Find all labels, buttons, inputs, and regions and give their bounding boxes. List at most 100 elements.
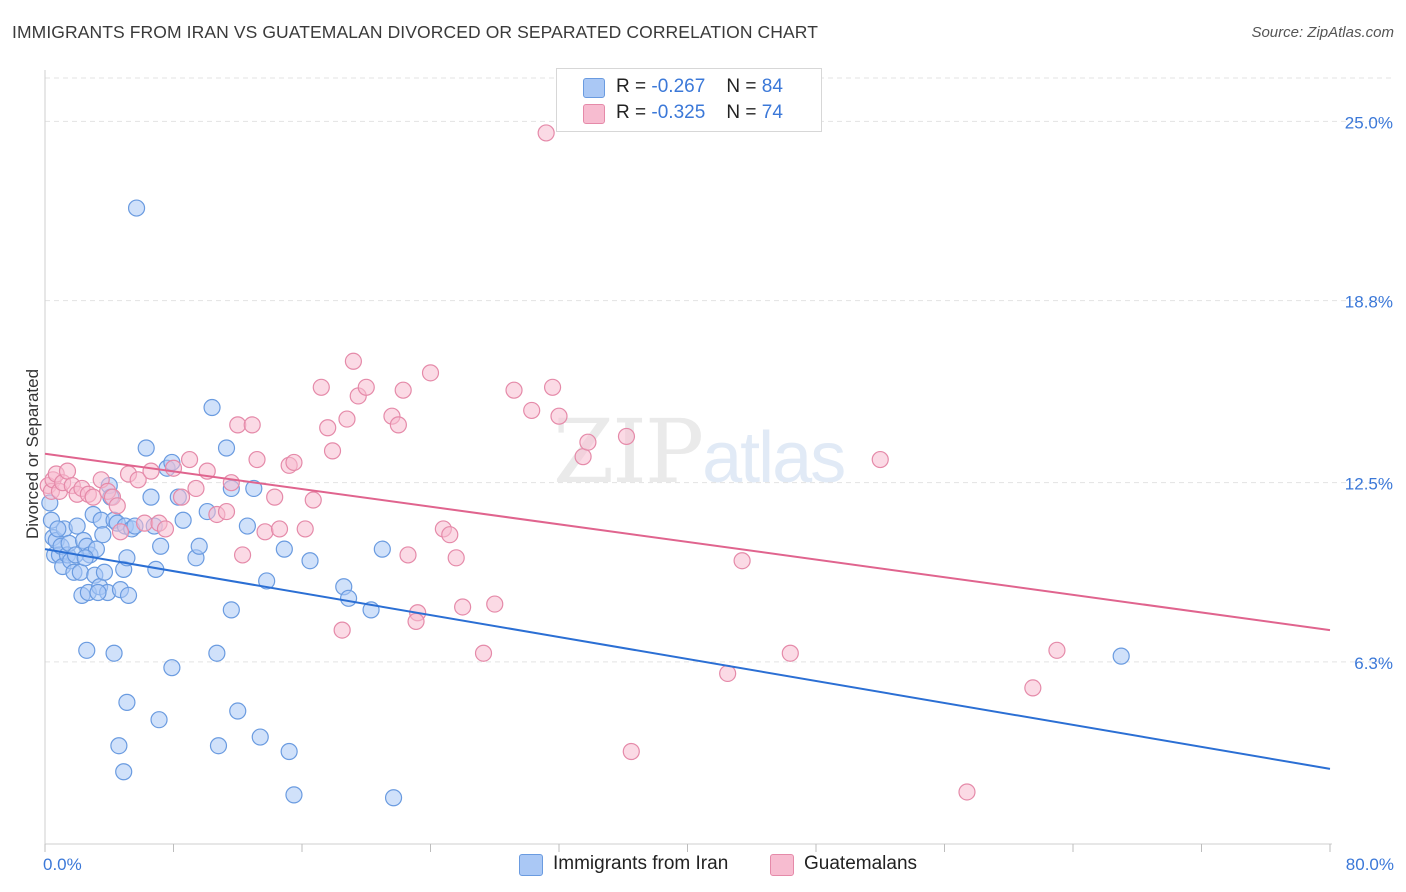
point-iran [163, 659, 181, 677]
point-iran [209, 737, 228, 755]
point-guatemalans [622, 742, 640, 761]
point-guatemalans [135, 514, 154, 532]
point-guatemalans [579, 433, 597, 451]
point-iran [258, 572, 276, 590]
point-iran [174, 511, 192, 529]
point-guatemalans [180, 450, 199, 469]
legend-n-label: N = [726, 102, 757, 123]
point-guatemalans [344, 352, 362, 370]
point-guatemalans [447, 549, 465, 567]
legend-r-label: R = [616, 76, 647, 97]
point-iran [222, 601, 240, 619]
watermark-atlas: atlas [702, 418, 846, 498]
legend-swatch-iran [583, 78, 605, 98]
point-iran [384, 789, 403, 807]
point-guatemalans [550, 407, 568, 425]
point-guatemalans [312, 378, 330, 396]
point-guatemalans [781, 644, 799, 662]
point-iran [203, 398, 221, 417]
point-guatemalans [486, 595, 504, 613]
bottom-legend-label-guatemalans: Guatemalans [804, 853, 918, 874]
legend-n-value-guatemalans: 74 [761, 102, 783, 123]
point-iran [150, 711, 168, 729]
point-iran [251, 728, 269, 746]
point-guatemalans [399, 546, 417, 564]
correlation-legend: R = -0.267 N = 84 R = -0.325 N = 74 [556, 68, 822, 132]
point-iran [105, 644, 123, 662]
trendline-iran [44, 548, 1331, 770]
legend-n-label: N = [726, 76, 757, 97]
point-iran [275, 540, 293, 558]
point-iran [94, 526, 112, 544]
point-guatemalans [270, 520, 289, 538]
point-guatemalans [389, 416, 407, 434]
point-guatemalans [357, 378, 375, 396]
point-iran [49, 520, 67, 538]
point-guatemalans [164, 459, 183, 477]
point-iran [110, 737, 128, 755]
point-iran [68, 517, 86, 535]
point-iran [78, 641, 96, 659]
point-guatemalans [296, 520, 314, 538]
legend-swatch-guatemalans [583, 104, 605, 124]
point-guatemalans [958, 783, 976, 801]
point-guatemalans [394, 381, 412, 399]
point-iran [115, 763, 133, 781]
y-tick-label: 18.8% [1345, 293, 1393, 312]
y-tick-label: 6.3% [1354, 654, 1393, 673]
point-guatemalans [474, 644, 493, 662]
point-guatemalans [421, 364, 440, 382]
point-iran [127, 199, 146, 217]
point-guatemalans [338, 410, 356, 428]
trendline-guatemalans [44, 452, 1331, 632]
point-guatemalans [319, 419, 337, 437]
point-iran [229, 702, 247, 720]
point-guatemalans [537, 124, 555, 142]
legend-n-value-iran: 84 [761, 76, 783, 97]
point-iran [339, 589, 358, 607]
point-guatemalans [1024, 679, 1042, 697]
point-guatemalans [222, 474, 240, 492]
point-guatemalans [733, 552, 751, 570]
point-guatemalans [233, 546, 252, 564]
point-guatemalans [172, 488, 191, 506]
legend-r-value-guatemalans: -0.325 [651, 102, 706, 123]
point-guatemalans [407, 612, 425, 631]
point-guatemalans [574, 448, 592, 466]
bottom-legend-label-iran: Immigrants from Iran [553, 853, 729, 874]
point-guatemalans [1048, 641, 1066, 659]
point-guatemalans [129, 471, 147, 489]
source-credit: Source: ZipAtlas.com [1251, 24, 1394, 41]
point-guatemalans [111, 523, 130, 541]
point-guatemalans [454, 598, 472, 616]
point-guatemalans [285, 453, 303, 472]
point-guatemalans [543, 378, 562, 396]
y-axis-label: Divorced or Separated [23, 368, 42, 540]
point-iran [208, 644, 226, 662]
point-iran [217, 439, 236, 457]
point-guatemalans [108, 497, 126, 515]
point-iran [137, 439, 155, 457]
point-guatemalans [323, 442, 342, 460]
point-guatemalans [719, 664, 737, 683]
legend-r-value-iran: -0.267 [651, 76, 706, 97]
point-iran [118, 693, 136, 711]
point-guatemalans [617, 427, 636, 446]
point-iran [71, 563, 89, 581]
x-tick-label: 0.0% [43, 855, 82, 874]
point-guatemalans [256, 523, 274, 541]
point-iran [280, 742, 298, 761]
point-iran [245, 479, 263, 498]
point-guatemalans [333, 621, 351, 639]
point-iran [142, 488, 160, 506]
point-guatemalans [871, 450, 889, 469]
point-iran [1112, 647, 1130, 665]
point-guatemalans [266, 488, 284, 506]
y-tick-label: 12.5% [1345, 475, 1393, 494]
point-iran [238, 517, 256, 535]
point-guatemalans [84, 488, 102, 506]
point-guatemalans [217, 502, 236, 521]
point-iran [119, 586, 138, 605]
point-guatemalans [229, 416, 247, 434]
